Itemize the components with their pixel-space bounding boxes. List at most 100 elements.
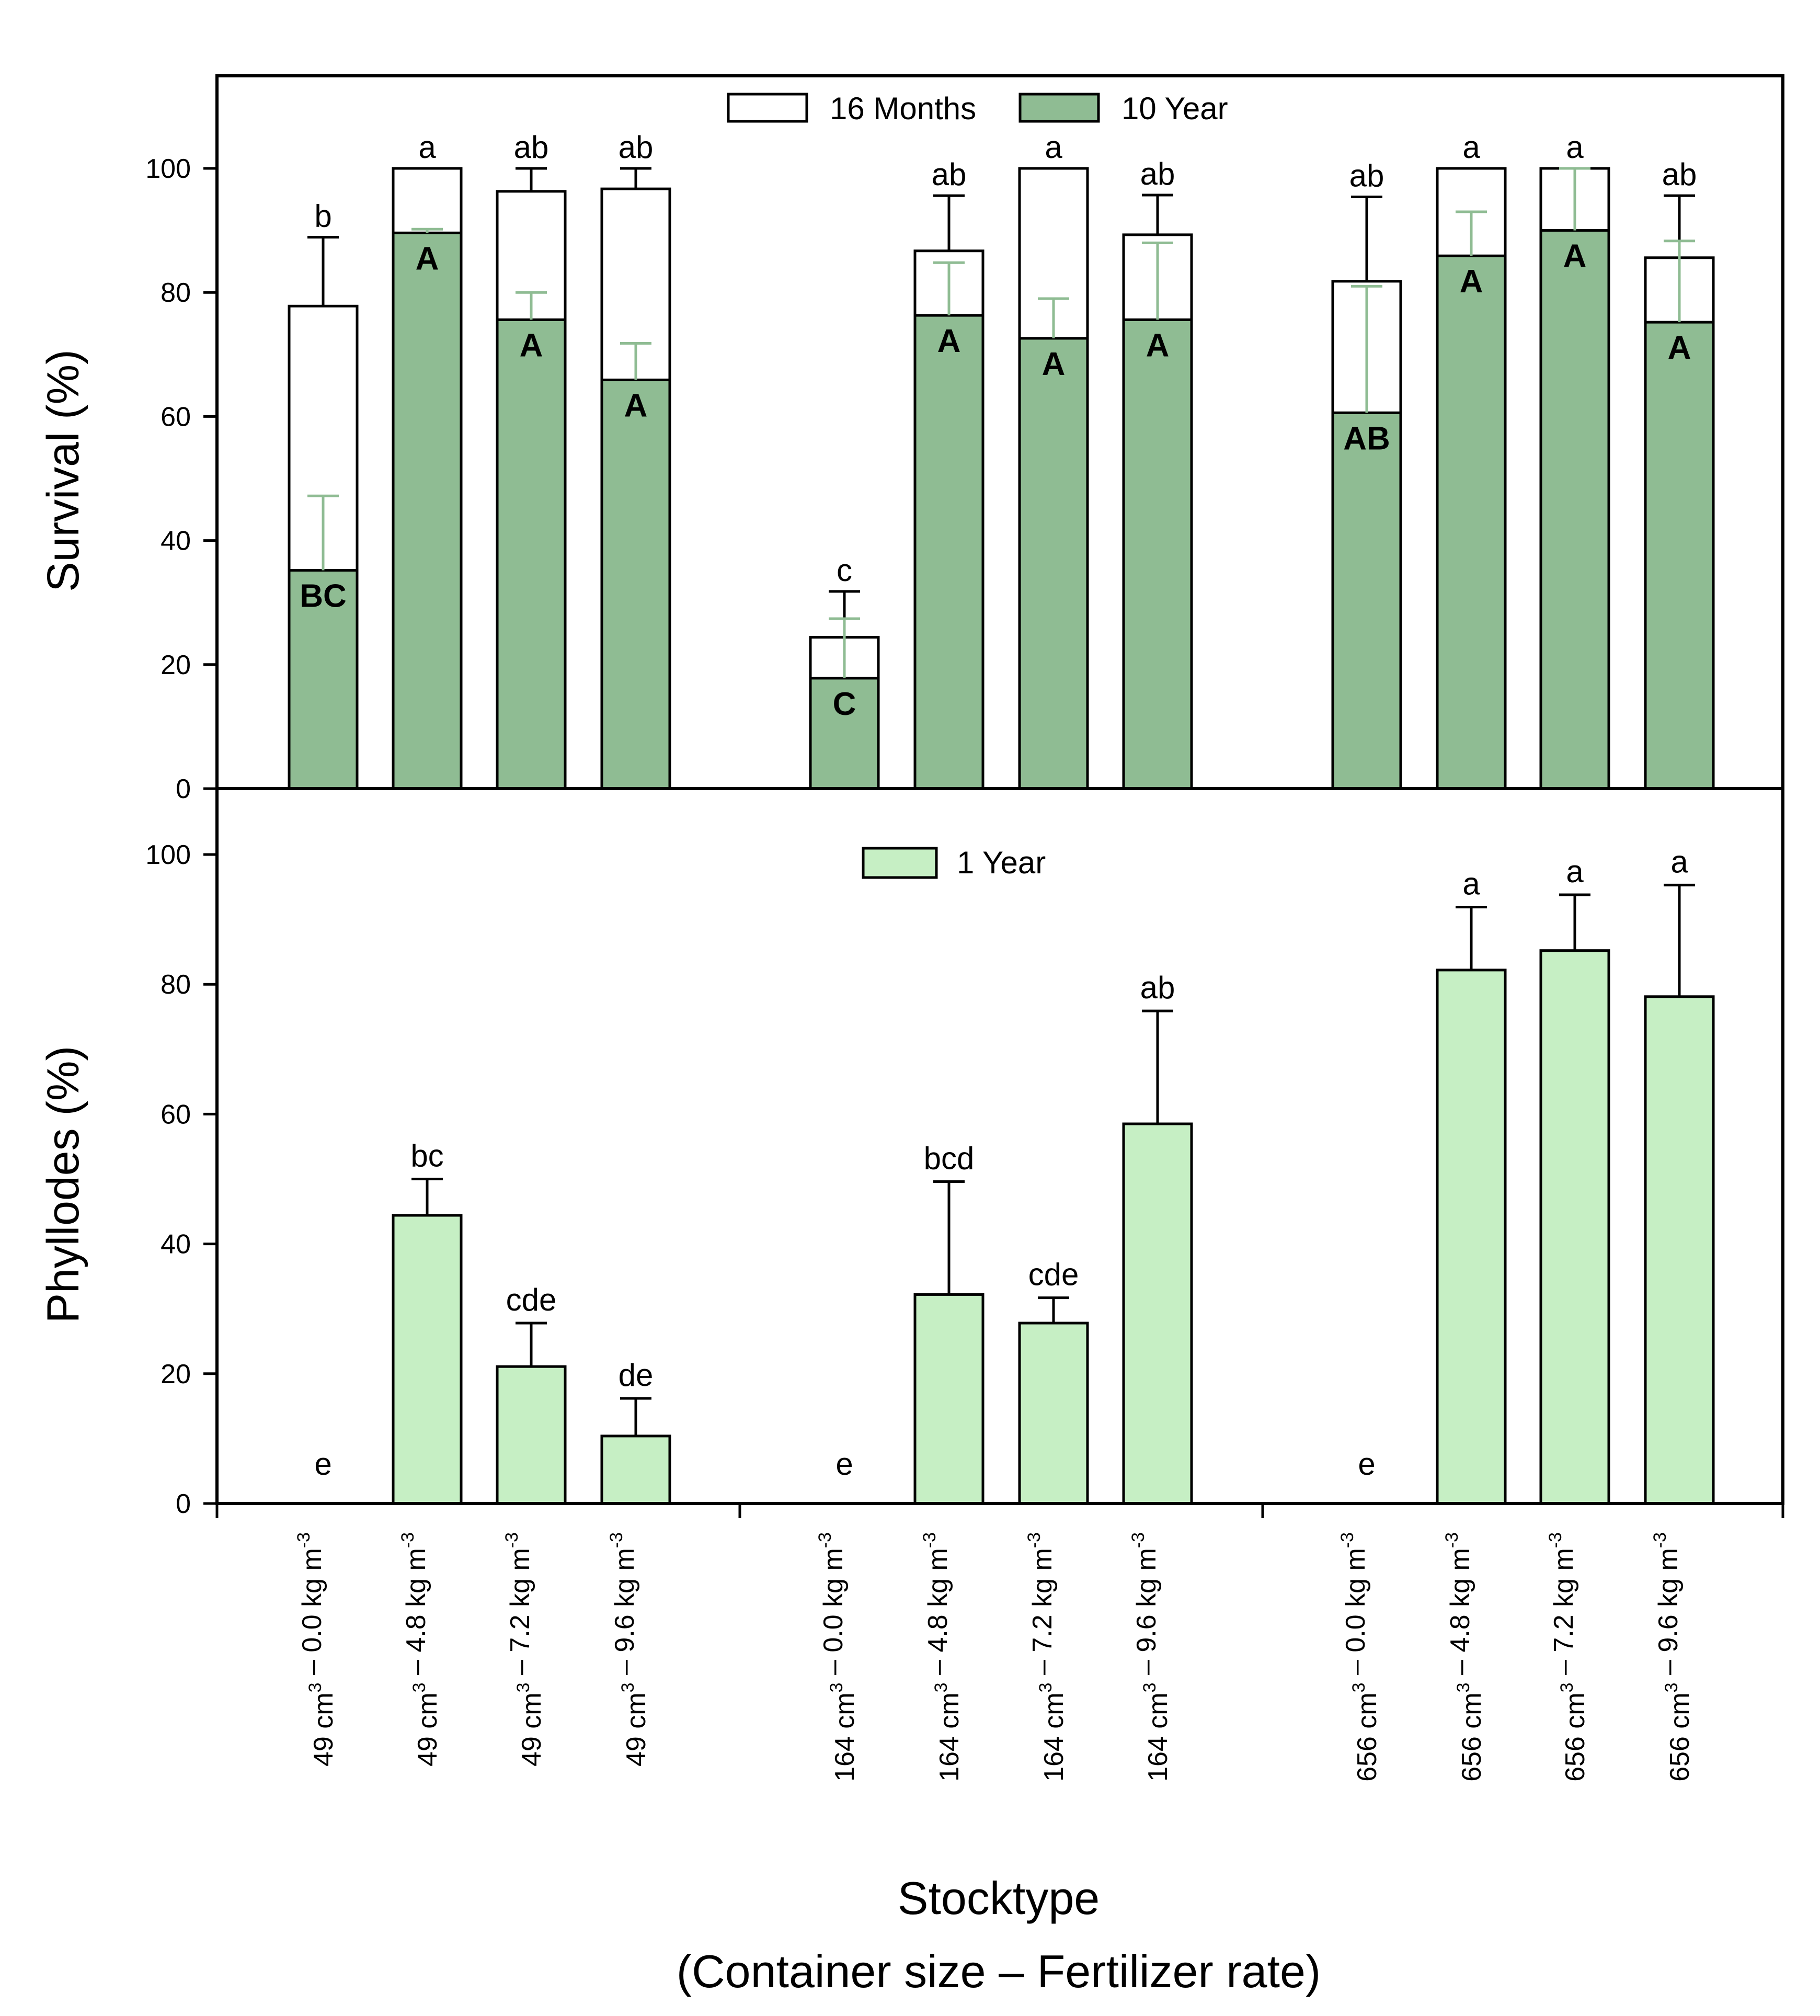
letter-10-year: A bbox=[624, 388, 648, 424]
letter-16-months: a bbox=[1045, 130, 1062, 165]
x-tick-label: 656 cm3 – 9.6 kg m-3 bbox=[1650, 1532, 1695, 1782]
letter-1-year: e bbox=[314, 1446, 331, 1482]
superscript: -3 bbox=[1650, 1532, 1670, 1548]
letter-16-months: ab bbox=[932, 157, 967, 192]
label-part: – 9.6 kg m bbox=[610, 1548, 640, 1682]
letter-10-year: BC bbox=[300, 578, 347, 614]
survival-y-tick-label: 80 bbox=[161, 278, 191, 308]
label-part: – 4.8 kg m bbox=[401, 1548, 431, 1682]
x-tick-label: 49 cm3 – 7.2 kg m-3 bbox=[502, 1532, 547, 1767]
x-axis-title: Stocktype bbox=[898, 1872, 1100, 1924]
label-part: 49 cm bbox=[517, 1692, 547, 1767]
letter-1-year: a bbox=[1670, 844, 1688, 879]
label-part: 656 cm bbox=[1560, 1692, 1590, 1782]
letter-16-months: ab bbox=[1662, 157, 1697, 192]
survival-y-tick-label: 20 bbox=[161, 650, 191, 680]
superscript: 3 bbox=[931, 1682, 951, 1692]
x-tick-label: 164 cm3 – 7.2 kg m-3 bbox=[1024, 1532, 1069, 1782]
bar-1-year bbox=[913, 1293, 985, 1505]
letter-16-months: a bbox=[418, 130, 436, 165]
superscript: 3 bbox=[409, 1682, 429, 1692]
letter-10-year: C bbox=[833, 686, 856, 722]
survival-y-tick-label: 60 bbox=[161, 402, 191, 432]
letter-1-year: cde bbox=[1028, 1257, 1079, 1292]
letter-16-months: a bbox=[1566, 130, 1584, 165]
letter-10-year: A bbox=[1668, 330, 1691, 366]
superscript: -3 bbox=[1546, 1532, 1565, 1548]
phyllodes-y-tick-label: 80 bbox=[161, 970, 191, 1000]
x-axis: 49 cm3 – 0.0 kg m-349 cm3 – 4.8 kg m-349… bbox=[215, 1504, 1784, 1782]
survival-panel: 0 20 40 60 80 100 b BC a Aab Aab Ac Cab Aa Aab Aab AB a Aa… bbox=[145, 91, 1715, 804]
label-part: 164 cm bbox=[1143, 1692, 1173, 1782]
label-part: 656 cm bbox=[1665, 1692, 1695, 1782]
bar-10-year bbox=[600, 378, 671, 790]
bar-1-year bbox=[1436, 969, 1507, 1505]
bar-10-year bbox=[1018, 337, 1089, 790]
label-part: – 9.6 kg m bbox=[1131, 1548, 1162, 1682]
letter-1-year: bc bbox=[410, 1138, 443, 1174]
bar-10-year bbox=[1331, 411, 1402, 790]
letter-1-year: cde bbox=[506, 1282, 557, 1317]
letter-1-year: e bbox=[835, 1446, 853, 1482]
superscript: 3 bbox=[1349, 1682, 1369, 1692]
label-part: – 7.2 kg m bbox=[505, 1548, 535, 1682]
letter-1-year: de bbox=[619, 1358, 654, 1393]
superscript: -3 bbox=[920, 1532, 940, 1548]
survival-y-tick-label: 40 bbox=[161, 526, 191, 556]
bar-1-year bbox=[1539, 949, 1610, 1505]
bar-1-year bbox=[600, 1434, 671, 1505]
label-part: 49 cm bbox=[308, 1692, 339, 1767]
superscript: 3 bbox=[618, 1682, 638, 1692]
x-tick-label: 49 cm3 – 4.8 kg m-3 bbox=[398, 1532, 443, 1767]
bar-10-year bbox=[288, 569, 359, 790]
label-part: – 0.0 kg m bbox=[297, 1548, 327, 1682]
bar-10-year bbox=[809, 677, 880, 790]
superscript: 3 bbox=[1453, 1682, 1473, 1692]
label-part: – 7.2 kg m bbox=[1027, 1548, 1058, 1682]
superscript: -3 bbox=[606, 1532, 626, 1548]
phyllodes-y-tick-label: 100 bbox=[145, 840, 191, 870]
bar-10-year bbox=[1122, 318, 1193, 790]
letter-16-months: ab bbox=[514, 130, 549, 165]
survival-axis-title: Survival (%) bbox=[38, 349, 88, 592]
x-tick-label: 656 cm3 – 4.8 kg m-3 bbox=[1442, 1532, 1487, 1782]
letter-16-months: b bbox=[314, 199, 331, 234]
bar-10-year bbox=[1436, 254, 1507, 790]
x-axis-subtitle: (Container size – Fertilizer rate) bbox=[677, 1945, 1321, 1997]
x-tick-label: 49 cm3 – 0.0 kg m-3 bbox=[294, 1532, 339, 1767]
bar-10-year bbox=[1644, 321, 1715, 790]
letter-1-year: a bbox=[1462, 867, 1480, 902]
phyllodes-axis-title: Phyllodes (%) bbox=[38, 1046, 88, 1324]
letter-16-months: ab bbox=[1349, 158, 1384, 193]
label-part: – 4.8 kg m bbox=[923, 1548, 953, 1682]
label-part: 49 cm bbox=[413, 1692, 443, 1767]
bar-10-year bbox=[496, 318, 567, 790]
letter-16-months: a bbox=[1462, 130, 1480, 165]
x-tick-label: 656 cm3 – 0.0 kg m-3 bbox=[1337, 1532, 1382, 1782]
bar-10-year bbox=[392, 231, 463, 790]
letter-10-year: A bbox=[1042, 346, 1066, 382]
superscript: 3 bbox=[1036, 1682, 1056, 1692]
bar-1-year bbox=[1018, 1322, 1089, 1505]
legend-swatch-1-year bbox=[862, 847, 938, 879]
plot-frame bbox=[215, 74, 1784, 1505]
x-tick-label: 164 cm3 – 0.0 kg m-3 bbox=[815, 1532, 860, 1782]
phyllodes-y-tick-label: 60 bbox=[161, 1099, 191, 1130]
letter-16-months: c bbox=[837, 553, 852, 588]
letter-1-year: bcd bbox=[924, 1141, 975, 1176]
label-part: – 9.6 kg m bbox=[1653, 1548, 1684, 1682]
letter-1-year: ab bbox=[1140, 970, 1175, 1005]
letter-10-year: AB bbox=[1343, 420, 1390, 457]
bar-1-year bbox=[1122, 1122, 1193, 1505]
legend-label-1-year: 1 Year bbox=[957, 845, 1046, 880]
letter-16-months: ab bbox=[619, 130, 654, 165]
legend-swatch-10-year bbox=[1018, 93, 1100, 123]
label-part: – 0.0 kg m bbox=[818, 1548, 849, 1682]
superscript: 3 bbox=[1140, 1682, 1160, 1692]
letter-10-year: A bbox=[1563, 238, 1587, 275]
bar-1-year bbox=[496, 1365, 567, 1505]
survival-y-tick-label: 0 bbox=[176, 774, 191, 804]
superscript: -3 bbox=[815, 1532, 835, 1548]
label-part: 164 cm bbox=[934, 1692, 965, 1782]
bar-1-year bbox=[392, 1214, 463, 1505]
